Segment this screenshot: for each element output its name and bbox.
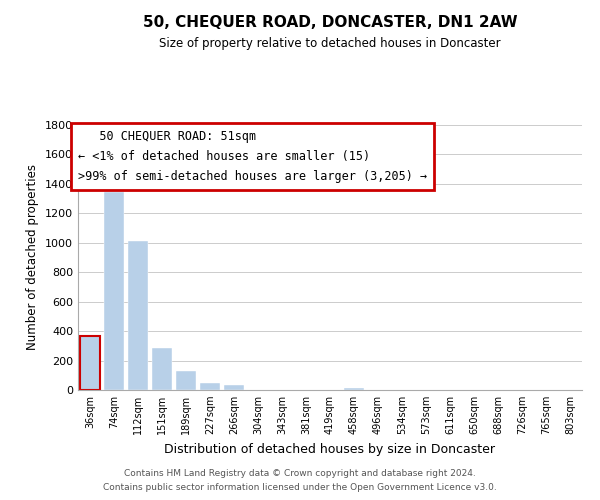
Bar [344, 388, 364, 390]
Text: Size of property relative to detached houses in Doncaster: Size of property relative to detached ho… [159, 38, 501, 51]
Bar [224, 385, 244, 390]
Y-axis label: Number of detached properties: Number of detached properties [26, 164, 40, 350]
Bar [176, 371, 196, 390]
Bar [80, 336, 100, 390]
Text: Contains public sector information licensed under the Open Government Licence v3: Contains public sector information licen… [103, 484, 497, 492]
X-axis label: Distribution of detached houses by size in Doncaster: Distribution of detached houses by size … [164, 442, 496, 456]
Bar [104, 192, 124, 390]
Text: 50, CHEQUER ROAD, DONCASTER, DN1 2AW: 50, CHEQUER ROAD, DONCASTER, DN1 2AW [143, 15, 517, 30]
Bar [200, 384, 220, 390]
Bar [128, 242, 148, 390]
Bar [152, 348, 172, 390]
Text: 50 CHEQUER ROAD: 51sqm   
← <1% of detached houses are smaller (15)
>99% of semi: 50 CHEQUER ROAD: 51sqm ← <1% of detached… [78, 130, 427, 184]
Text: Contains HM Land Registry data © Crown copyright and database right 2024.: Contains HM Land Registry data © Crown c… [124, 468, 476, 477]
